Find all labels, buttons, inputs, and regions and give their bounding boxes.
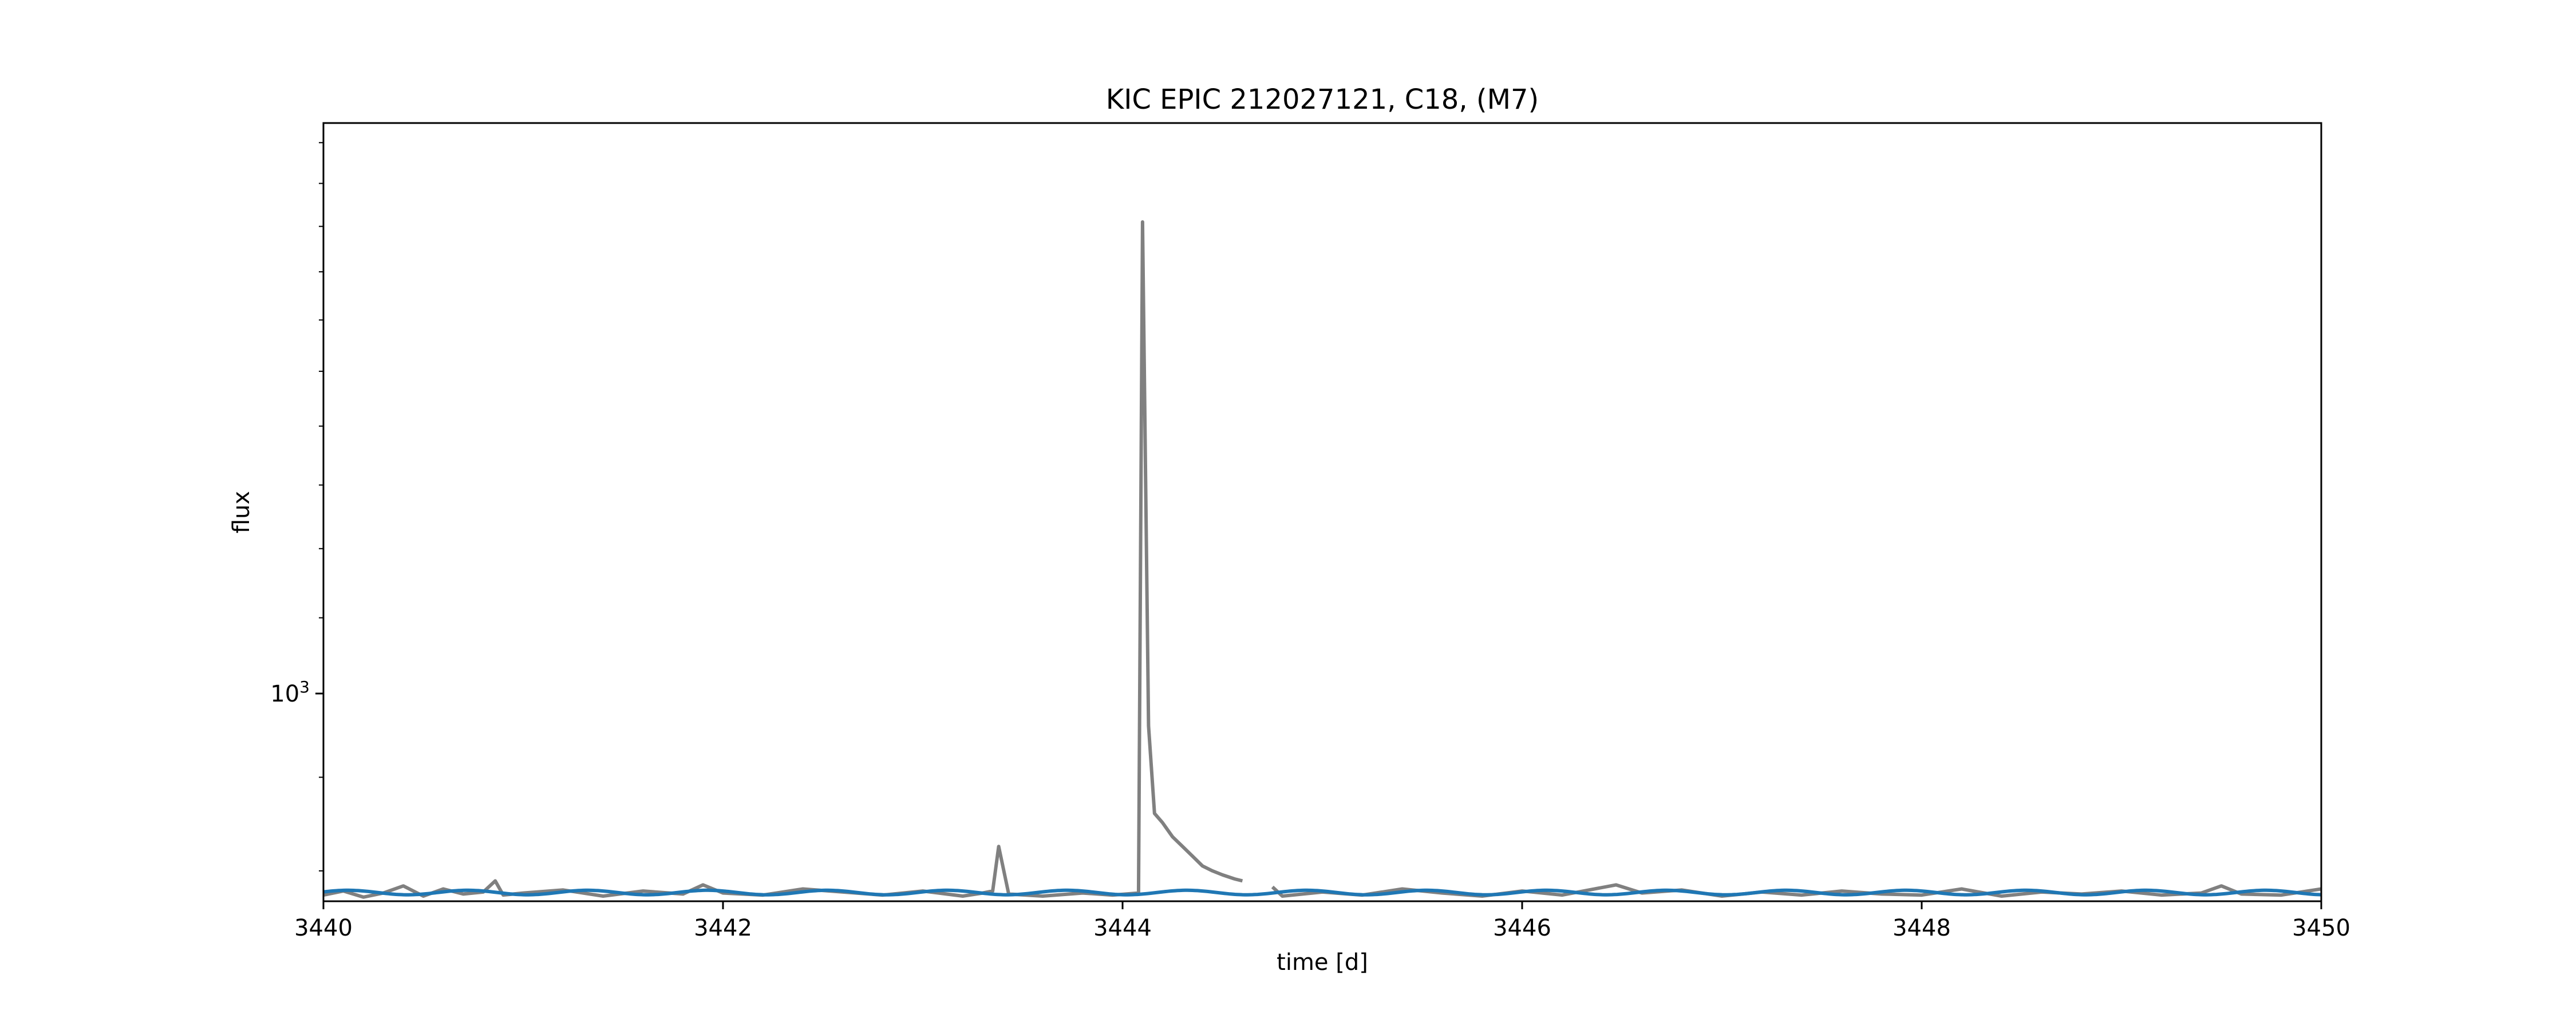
y-axis: 103 — [270, 142, 323, 871]
model-series-line — [323, 888, 2321, 897]
x-tick-label: 3440 — [294, 915, 353, 941]
x-axis-label: time [d] — [1277, 949, 1368, 976]
plot-frame — [322, 122, 2322, 902]
x-tick-label: 3442 — [694, 915, 752, 941]
x-tick-label: 3446 — [1493, 915, 1551, 941]
chart-title: KIC EPIC 212027121, C18, (M7) — [1106, 84, 1539, 116]
y-tick-label: 103 — [270, 678, 310, 707]
plot-series-group — [323, 220, 2321, 899]
x-tick-label: 3444 — [1093, 915, 1152, 941]
plot-area — [323, 220, 2321, 899]
x-tick-label: 3448 — [1893, 915, 1951, 941]
x-tick-label: 3450 — [2292, 915, 2350, 941]
y-axis-label: flux — [228, 491, 255, 533]
flux-series-line-1 — [323, 220, 1243, 899]
x-axis: 3440 3442 3444 3446 3448 3450 — [294, 901, 2350, 941]
